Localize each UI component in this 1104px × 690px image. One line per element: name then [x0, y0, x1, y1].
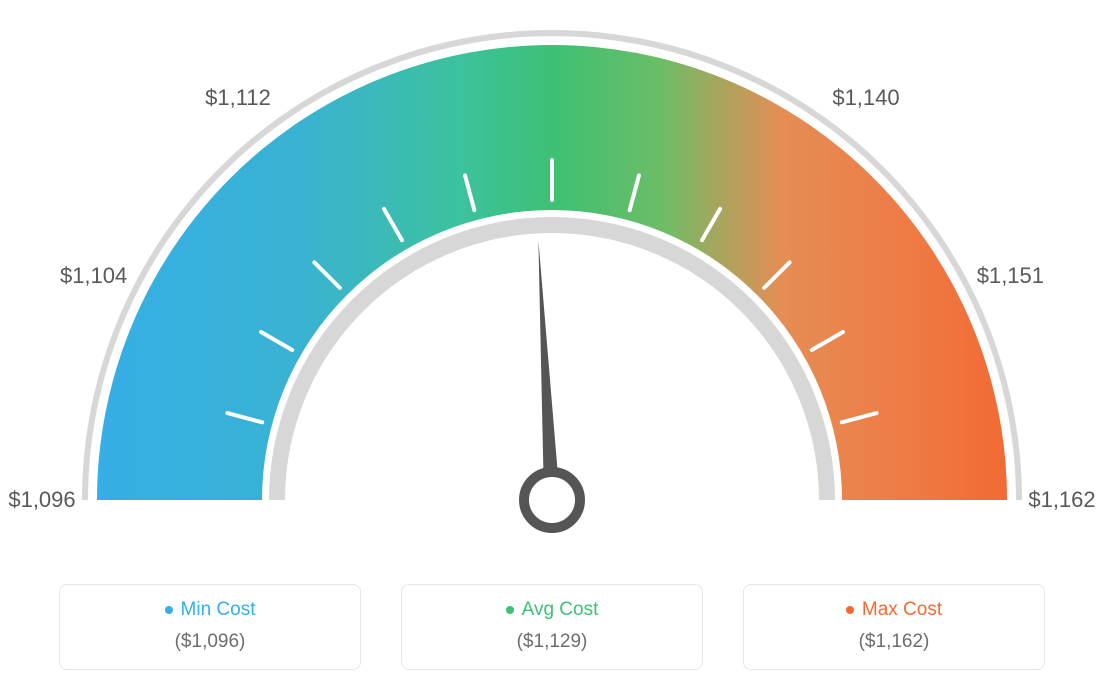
legend-card-min: Min Cost ($1,096)	[59, 584, 361, 670]
gauge-tick-label: $1,104	[60, 263, 127, 289]
gauge-tick-label: $1,162	[1028, 487, 1095, 513]
legend-card-avg: Avg Cost ($1,129)	[401, 584, 703, 670]
legend-value-max: ($1,162)	[744, 631, 1044, 653]
legend-card-max: Max Cost ($1,162)	[743, 584, 1045, 670]
gauge-tick-label: $1,151	[977, 263, 1044, 289]
cost-gauge: $1,096 $1,104 $1,112 $1,129 $1,140 $1,151 $1,1…	[0, 0, 1104, 560]
legend-dot-avg	[506, 606, 514, 614]
gauge-needle	[538, 240, 560, 500]
legend-value-avg: ($1,129)	[402, 631, 702, 653]
legend-value-min: ($1,096)	[60, 631, 360, 653]
gauge-tick-label: $1,140	[832, 85, 899, 111]
gauge-pivot	[524, 472, 580, 528]
legend-label-avg: Avg Cost	[522, 599, 599, 621]
gauge-tick-label: $1,096	[8, 487, 75, 513]
legend-label-max: Max Cost	[862, 599, 942, 621]
gauge-tick-label: $1,112	[205, 85, 271, 111]
legend-dot-max	[846, 606, 854, 614]
gauge-tick-label: $1,129	[518, 0, 585, 3]
legend-row: Min Cost ($1,096) Avg Cost ($1,129) Max …	[0, 584, 1104, 670]
legend-label-min: Min Cost	[181, 599, 256, 621]
gauge-svg	[0, 0, 1104, 560]
legend-dot-min	[165, 606, 173, 614]
